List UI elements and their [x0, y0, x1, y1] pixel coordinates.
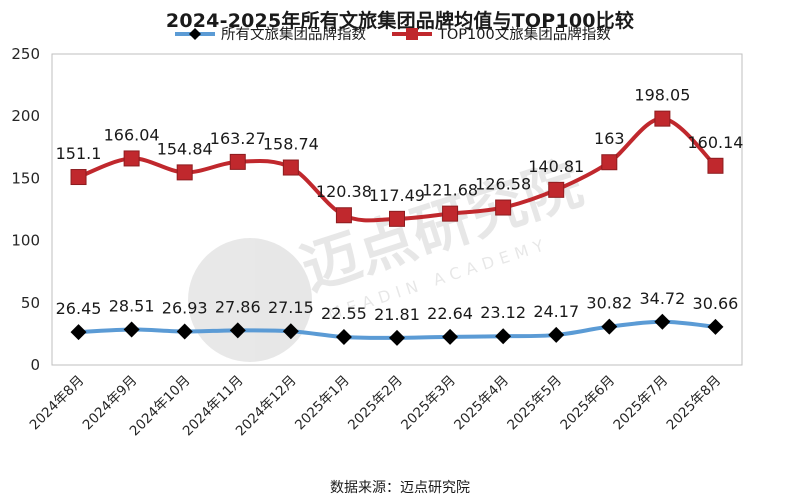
series-0-data-label: 27.15 [268, 298, 314, 317]
series-0-data-label: 30.82 [586, 294, 632, 313]
series-1-point [548, 181, 565, 198]
source-note: 数据来源：迈点研究院 [330, 480, 470, 496]
series-1-point [389, 210, 405, 227]
x-tick-label: 2025年2月 [345, 373, 406, 434]
series-1-data-label: 117.49 [369, 186, 425, 205]
series-1-data-label: 198.05 [634, 86, 690, 105]
series-0-point [548, 326, 565, 343]
series-0-point [282, 323, 299, 340]
series-1-point [601, 154, 618, 171]
y-tick-label: 150 [11, 169, 40, 187]
series-0-data-label: 22.64 [427, 304, 473, 323]
series-1-point [707, 157, 724, 174]
series-0-data-label: 27.86 [215, 297, 261, 316]
y-tick-label: 50 [21, 294, 40, 312]
x-tick-label: 2025年7月 [610, 373, 671, 434]
x-tick-label: 2025年1月 [292, 373, 353, 434]
series-0-data-label: 28.51 [109, 297, 155, 316]
series-0-data-label: 26.93 [162, 298, 208, 317]
series-0-data-label: 30.66 [693, 294, 739, 313]
series-0-data-label: 26.45 [56, 299, 102, 318]
legend-label-0: 所有文旅集团品牌指数 [221, 26, 366, 43]
series-0-point [495, 328, 512, 345]
series-1-point [176, 164, 193, 181]
series-1-data-label: 140.81 [528, 157, 584, 176]
x-tick-label: 2025年3月 [398, 373, 459, 434]
series-1-point [123, 150, 140, 167]
series-1-data-label: 158.74 [263, 135, 319, 154]
series-0-data-label: 23.12 [480, 303, 526, 322]
series-1-point [654, 110, 671, 127]
series-1-data-label: 151.1 [56, 144, 102, 163]
series-0-point [123, 321, 140, 338]
series-1-point [495, 199, 512, 216]
series-0-point [707, 318, 724, 335]
legend-item-0: 所有文旅集团品牌指数 [175, 26, 366, 43]
series-1-point [70, 169, 87, 186]
series-1-data-label: 120.38 [316, 182, 372, 201]
series-0-point [335, 328, 352, 345]
legend-swatch-marker-0 [189, 28, 201, 40]
series-0-point [442, 328, 459, 345]
series-1-data-label: 121.68 [422, 181, 478, 200]
y-tick-label: 250 [11, 45, 40, 63]
y-tick-label: 100 [11, 232, 40, 250]
x-tick-label: 2025年6月 [557, 373, 618, 434]
series-0-data-label: 24.17 [533, 302, 579, 321]
legend-label-1: TOP100文旅集团品牌指数 [437, 26, 611, 43]
legend-swatch-marker-1 [406, 28, 418, 40]
series-0-data-label: 21.81 [374, 305, 420, 324]
y-tick-label: 200 [11, 107, 40, 125]
series-0-data-label: 34.72 [639, 289, 685, 308]
x-tick-label: 2025年8月 [664, 373, 725, 434]
x-tick-label: 2024年8月 [27, 373, 88, 434]
series-0-data-label: 22.55 [321, 304, 367, 323]
series-1-point [229, 153, 246, 170]
series-0-point [389, 329, 405, 346]
series-1-data-label: 163.27 [210, 129, 266, 148]
series-1-data-label: 126.58 [475, 175, 531, 194]
series-1-point [335, 207, 352, 224]
series-1-data-label: 163 [594, 129, 625, 148]
series-0-point [176, 323, 193, 340]
series-0-point [229, 322, 246, 339]
legend-item-1: TOP100文旅集团品牌指数 [392, 26, 611, 43]
y-tick-label: 0 [30, 356, 40, 374]
series-1-data-label: 160.14 [687, 133, 743, 152]
x-tick-label: 2025年4月 [451, 373, 512, 434]
series-0-point [601, 318, 618, 335]
chart-title: 2024-2025年所有文旅集团品牌均值与TOP100比较 [165, 10, 635, 32]
plot-frame [51, 53, 743, 366]
series-0-point [70, 324, 87, 341]
series-0-point [654, 313, 671, 330]
x-tick-label: 2025年5月 [504, 373, 565, 434]
series-1-data-label: 166.04 [104, 125, 160, 144]
series-1-data-label: 154.84 [157, 139, 213, 158]
series-1-point [282, 159, 299, 176]
series-1-point [442, 205, 459, 222]
